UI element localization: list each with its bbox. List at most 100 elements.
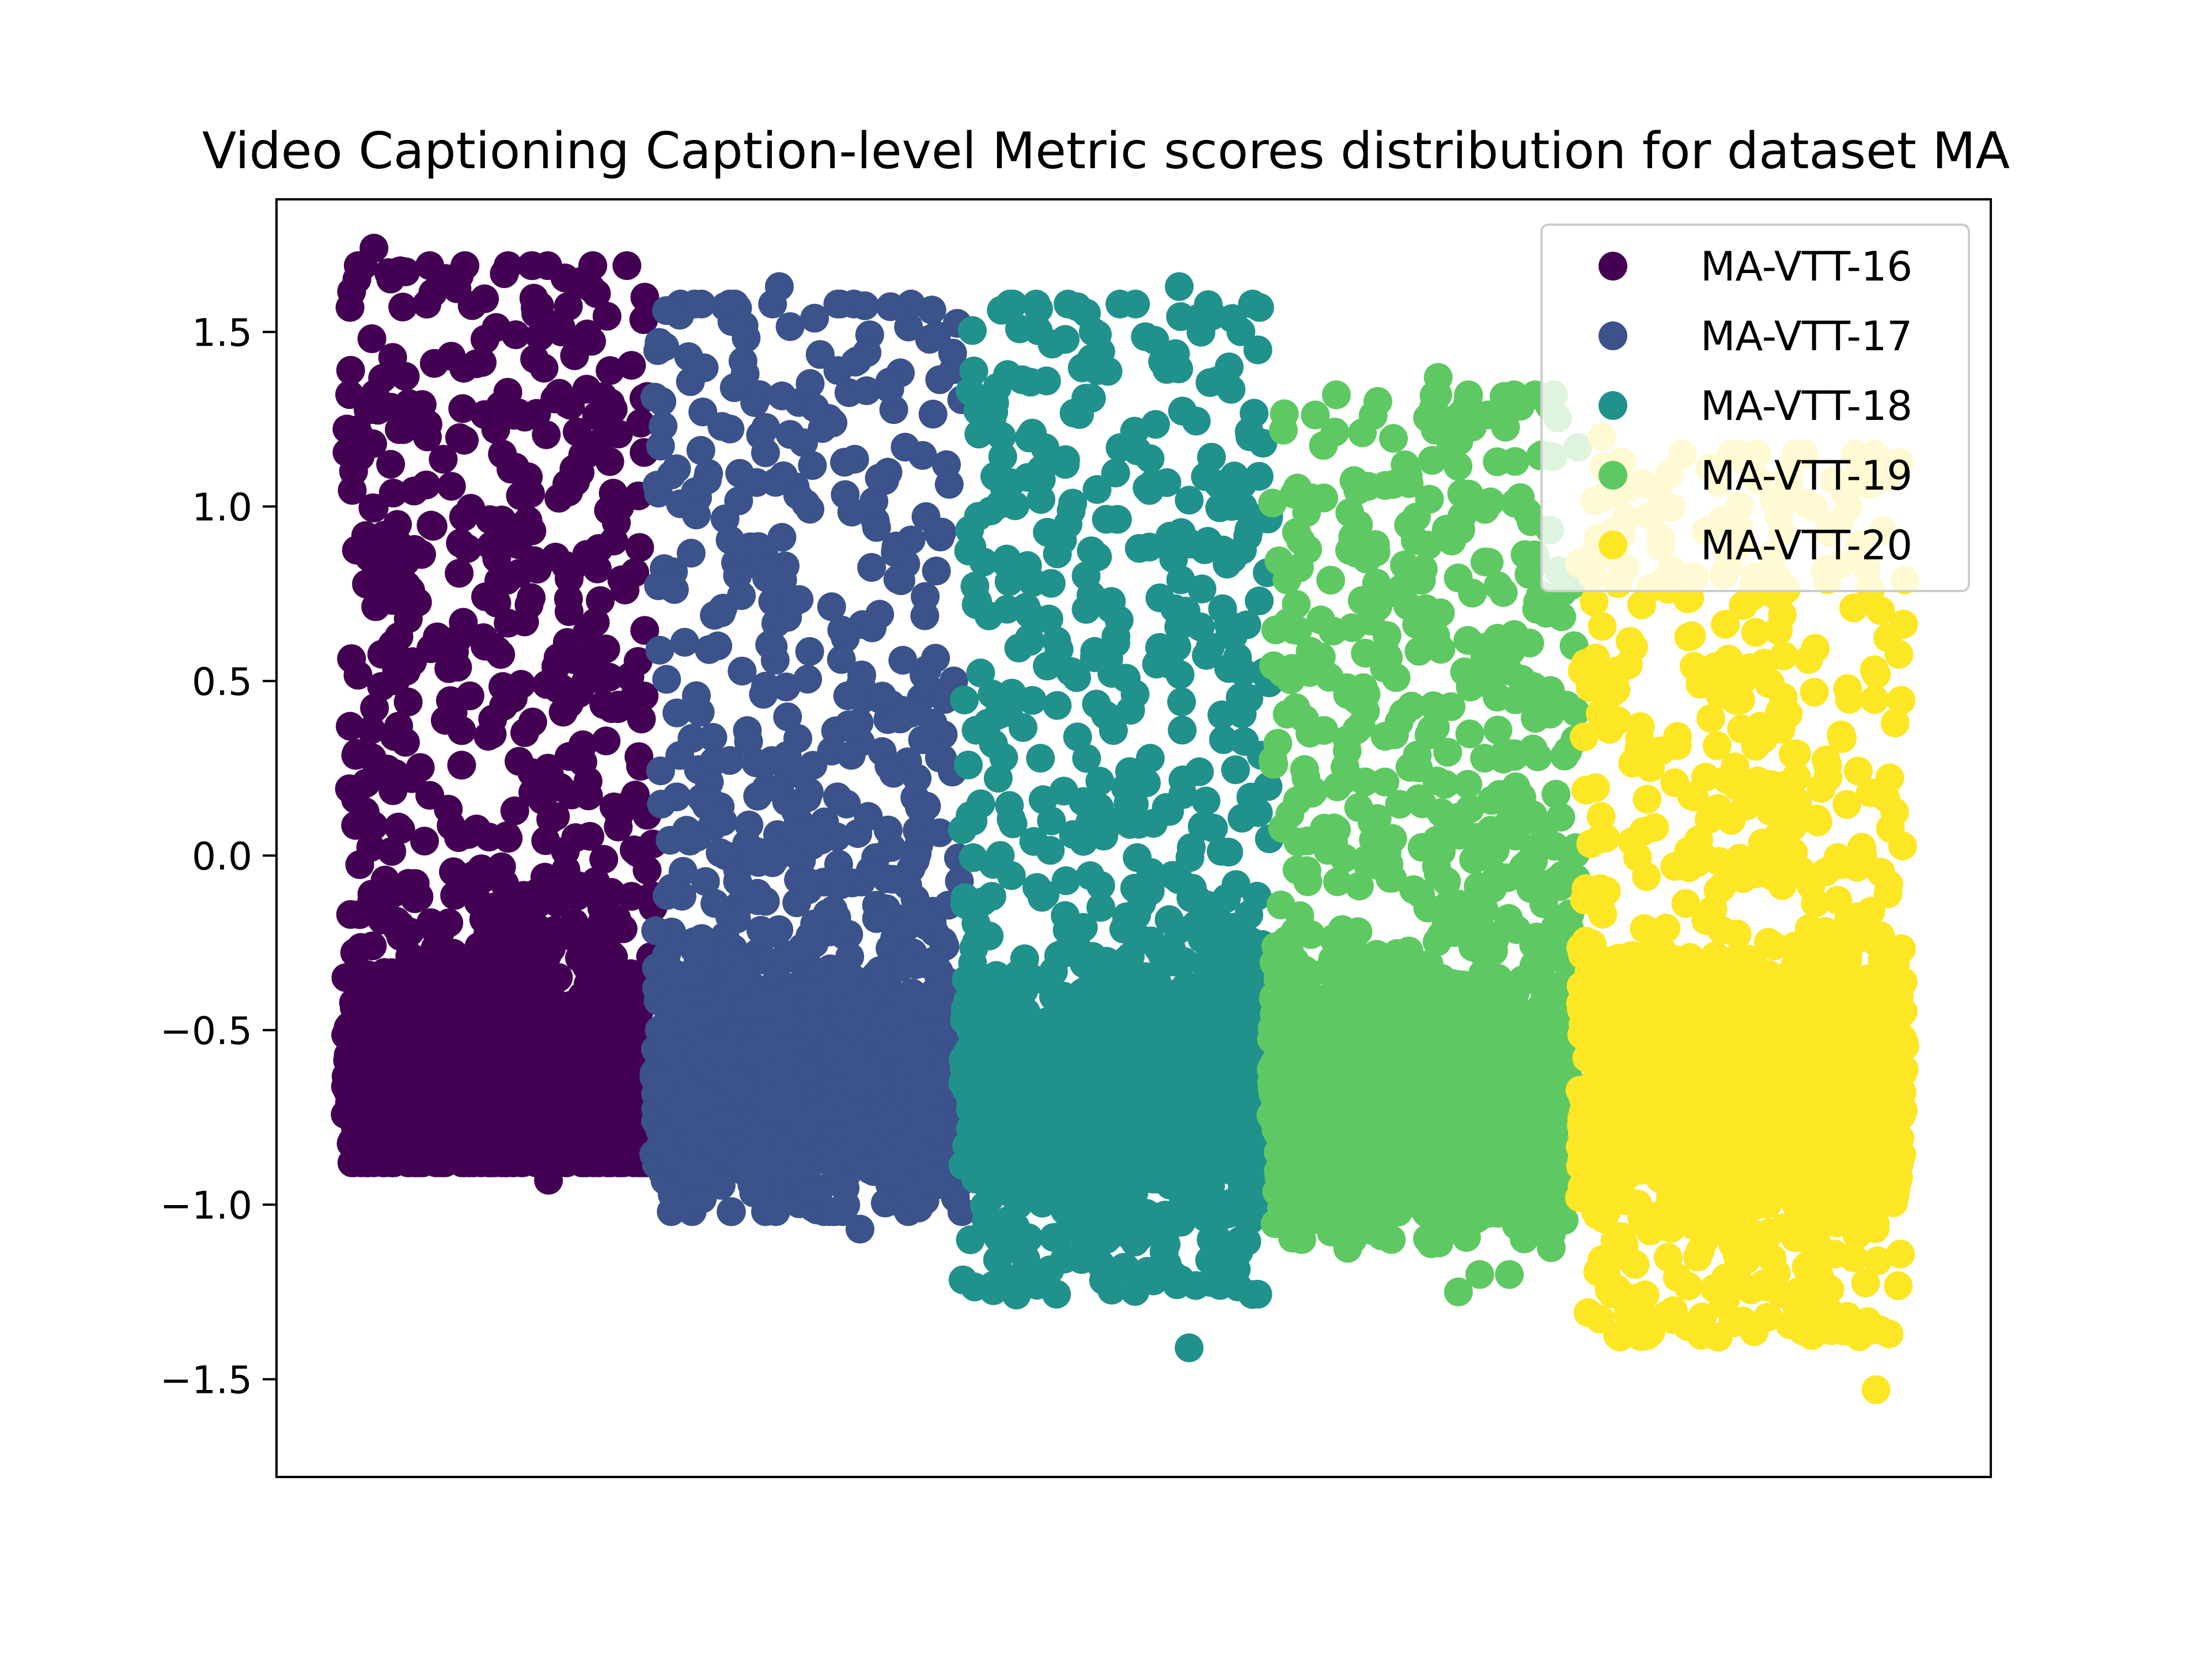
- scatter-point: [594, 662, 624, 692]
- scatter-point: [1093, 1123, 1122, 1152]
- scatter-point: [1036, 569, 1066, 598]
- scatter-point: [1230, 727, 1259, 756]
- scatter-point: [621, 781, 650, 810]
- scatter-point: [517, 583, 546, 612]
- scatter-point: [612, 251, 642, 281]
- scatter-point: [445, 559, 474, 588]
- scatter-point: [670, 628, 699, 657]
- scatter-point: [649, 1123, 678, 1153]
- scatter-point: [793, 867, 821, 896]
- scatter-point: [505, 747, 533, 776]
- scatter-point: [476, 531, 506, 560]
- scatter-point: [644, 479, 673, 507]
- scatter-point: [857, 553, 887, 582]
- scatter-point: [604, 1148, 633, 1177]
- scatter-point: [536, 1015, 566, 1044]
- series-ma-vtt-17: [639, 272, 976, 1244]
- scatter-point: [845, 1214, 874, 1244]
- scatter-point: [934, 469, 964, 499]
- scatter-point: [331, 1100, 360, 1129]
- scatter-point: [1022, 873, 1051, 902]
- scatter-point: [1021, 289, 1051, 319]
- scatter-point: [1196, 1268, 1225, 1297]
- scatter-point: [518, 778, 547, 807]
- y-tick-label: 0.0: [192, 834, 252, 878]
- scatter-point: [336, 900, 365, 929]
- scatter-point: [467, 1118, 496, 1147]
- scatter-point: [1100, 1152, 1129, 1181]
- scatter-point: [767, 381, 797, 411]
- scatter-point: [800, 393, 830, 422]
- scatter-point: [1075, 861, 1105, 891]
- scatter-point: [775, 312, 805, 341]
- scatter-point: [1175, 843, 1205, 872]
- scatter-point: [995, 289, 1025, 319]
- scatter-point: [879, 1161, 908, 1191]
- scatter-point: [715, 289, 744, 319]
- scatter-point: [388, 293, 418, 321]
- scatter-point: [412, 422, 442, 452]
- scatter-point: [1169, 946, 1198, 976]
- scatter-point: [969, 971, 998, 1001]
- scatter-point: [853, 338, 882, 368]
- scatter-point: [1011, 1244, 1040, 1274]
- scatter-point: [354, 395, 383, 425]
- scatter-point: [589, 844, 619, 874]
- scatter-point: [389, 997, 419, 1027]
- scatter-point: [825, 289, 855, 319]
- scatter-point: [1135, 476, 1164, 505]
- scatter-point: [793, 665, 823, 694]
- scatter-point: [724, 486, 753, 516]
- scatter-point: [518, 882, 548, 911]
- scatter-point: [1071, 384, 1100, 413]
- scatter-point: [541, 802, 570, 831]
- scatter-point: [885, 704, 915, 734]
- scatter-point: [554, 584, 583, 613]
- scatter-point: [443, 624, 472, 654]
- scatter-point: [399, 399, 428, 428]
- scatter-point: [780, 587, 809, 616]
- scatter-point: [378, 479, 408, 507]
- scatter-point: [419, 1109, 449, 1138]
- scatter-point: [1077, 581, 1105, 610]
- scatter-point: [1028, 785, 1058, 815]
- scatter-point: [742, 468, 771, 497]
- scatter-point: [862, 904, 891, 933]
- scatter-point: [854, 802, 883, 831]
- scatter-point: [896, 854, 926, 883]
- scatter-point: [565, 944, 594, 972]
- scatter-point: [888, 646, 918, 675]
- scatter-point: [1245, 293, 1274, 322]
- scatter-point: [517, 516, 547, 546]
- scatter-point: [904, 1194, 933, 1222]
- scatter-point: [877, 1103, 907, 1132]
- scatter-point: [471, 1014, 500, 1043]
- scatter-point: [688, 1184, 717, 1214]
- scatter-point: [695, 635, 724, 664]
- scatter-point: [510, 607, 539, 637]
- scatter-point: [531, 826, 560, 855]
- scatter-point: [629, 305, 658, 334]
- scatter-point: [865, 463, 894, 493]
- scatter-point: [1051, 866, 1081, 895]
- scatter-point: [1168, 780, 1198, 809]
- scatter-point: [768, 565, 797, 594]
- scatter-point: [717, 1197, 746, 1226]
- scatter-point: [1168, 715, 1197, 745]
- scatter-point: [592, 302, 622, 331]
- scatter-point: [1444, 452, 1473, 481]
- scatter-point: [342, 536, 371, 565]
- y-tick-label: 0.5: [192, 660, 252, 704]
- scatter-point: [1234, 417, 1264, 446]
- scatter-point: [657, 1180, 687, 1209]
- scatter-point: [429, 445, 458, 474]
- scatter-point: [1164, 915, 1193, 945]
- scatter-point: [605, 492, 634, 521]
- scatter-point: [400, 884, 430, 914]
- scatter-point: [1229, 658, 1258, 687]
- scatter-point: [386, 1146, 415, 1176]
- scatter-point: [1100, 1078, 1130, 1107]
- scatter-point: [1194, 1039, 1223, 1069]
- scatter-point: [988, 442, 1017, 471]
- scatter-point: [470, 284, 499, 313]
